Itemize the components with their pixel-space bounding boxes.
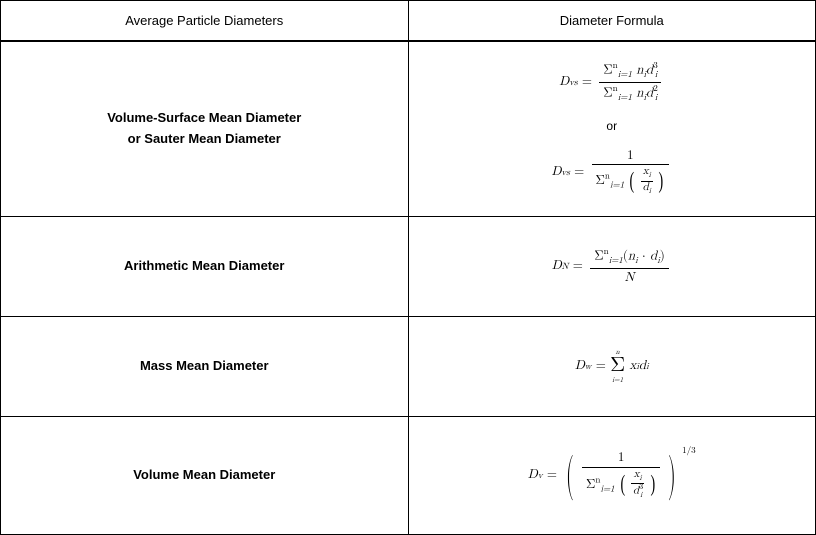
formula-arithmetic: DN = Σni=1(ni · di) N (408, 217, 816, 317)
header-row: Average Particle Diameters Diameter Form… (1, 1, 816, 41)
row-volume: Volume Mean Diameter Dv = ( 1 (1, 417, 816, 535)
vs-label-line2: or Sauter Mean Diameter (128, 131, 281, 146)
vs-label-line1: Volume-Surface Mean Diameter (107, 110, 301, 125)
formula-mass: Dw = n Σ i=1 xidi (408, 317, 816, 417)
vs-or-text: or (606, 119, 617, 133)
formula-volume: Dv = ( 1 Σni=1 ( (408, 417, 816, 535)
row-volume-surface: Volume-Surface Mean Diameter or Sauter M… (1, 41, 816, 217)
label-mass: Mass Mean Diameter (1, 317, 409, 417)
particle-diameter-table: Average Particle Diameters Diameter Form… (0, 0, 816, 535)
row-arithmetic: Arithmetic Mean Diameter DN = Σni=1(ni ·… (1, 217, 816, 317)
row-mass: Mass Mean Diameter Dw = n Σ i=1 xidi (1, 317, 816, 417)
label-volume: Volume Mean Diameter (1, 417, 409, 535)
header-col1: Average Particle Diameters (1, 1, 409, 41)
vs-formula-1: Dvs = Σni=1 nid3i Σni=1 nid2i (559, 60, 664, 105)
vs-formula-2: Dvs = 1 Σni=1 ( xi (551, 147, 672, 198)
label-volume-surface: Volume-Surface Mean Diameter or Sauter M… (1, 41, 409, 217)
formula-volume-surface: Dvs = Σni=1 nid3i Σni=1 nid2i (408, 41, 816, 217)
formula-table: Average Particle Diameters Diameter Form… (0, 0, 816, 535)
label-arithmetic: Arithmetic Mean Diameter (1, 217, 409, 317)
header-col2: Diameter Formula (408, 1, 816, 41)
